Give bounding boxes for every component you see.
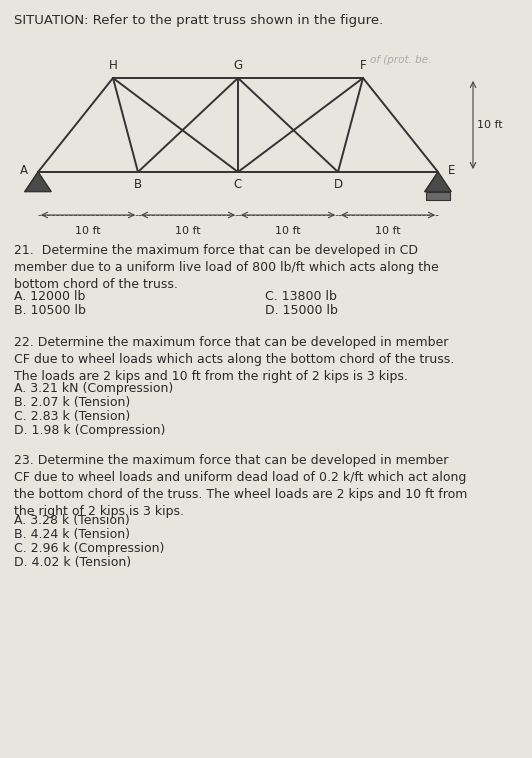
Text: of (prot. be.: of (prot. be. (370, 55, 431, 65)
Text: 10 ft: 10 ft (477, 120, 503, 130)
Text: 10 ft: 10 ft (75, 226, 101, 236)
Text: G: G (234, 59, 243, 72)
Text: D: D (334, 178, 343, 191)
Bar (426, 192, 450, 199)
Text: C. 2.83 k (Tension): C. 2.83 k (Tension) (14, 410, 130, 423)
Text: C. 13800 lb: C. 13800 lb (265, 290, 337, 303)
Text: B. 10500 lb: B. 10500 lb (14, 304, 86, 317)
Text: A. 3.21 kN (Compression): A. 3.21 kN (Compression) (14, 382, 173, 395)
Text: A. 3.28 k (Tension): A. 3.28 k (Tension) (14, 514, 130, 527)
Text: D. 1.98 k (Compression): D. 1.98 k (Compression) (14, 424, 165, 437)
Text: C. 2.96 k (Compression): C. 2.96 k (Compression) (14, 542, 164, 555)
Text: B: B (134, 178, 142, 191)
Text: B. 2.07 k (Tension): B. 2.07 k (Tension) (14, 396, 130, 409)
Polygon shape (25, 172, 51, 192)
Text: H: H (109, 59, 118, 72)
Text: F: F (360, 59, 367, 72)
Text: A: A (20, 164, 28, 177)
Text: 21.  Determine the maximum force that can be developed in CD
member due to a uni: 21. Determine the maximum force that can… (14, 244, 439, 291)
Text: D. 4.02 k (Tension): D. 4.02 k (Tension) (14, 556, 131, 569)
Text: C: C (234, 178, 242, 191)
Text: 23. Determine the maximum force that can be developed in member
CF due to wheel : 23. Determine the maximum force that can… (14, 454, 468, 518)
Text: D. 15000 lb: D. 15000 lb (265, 304, 338, 317)
Text: E: E (448, 164, 455, 177)
Text: SITUATION: Refer to the pratt truss shown in the figure.: SITUATION: Refer to the pratt truss show… (14, 14, 383, 27)
Text: 10 ft: 10 ft (175, 226, 201, 236)
Text: 10 ft: 10 ft (375, 226, 401, 236)
Text: 10 ft: 10 ft (275, 226, 301, 236)
Polygon shape (425, 172, 451, 192)
Text: 22. Determine the maximum force that can be developed in member
CF due to wheel : 22. Determine the maximum force that can… (14, 336, 454, 383)
Text: A. 12000 lb: A. 12000 lb (14, 290, 85, 303)
Text: B. 4.24 k (Tension): B. 4.24 k (Tension) (14, 528, 130, 541)
